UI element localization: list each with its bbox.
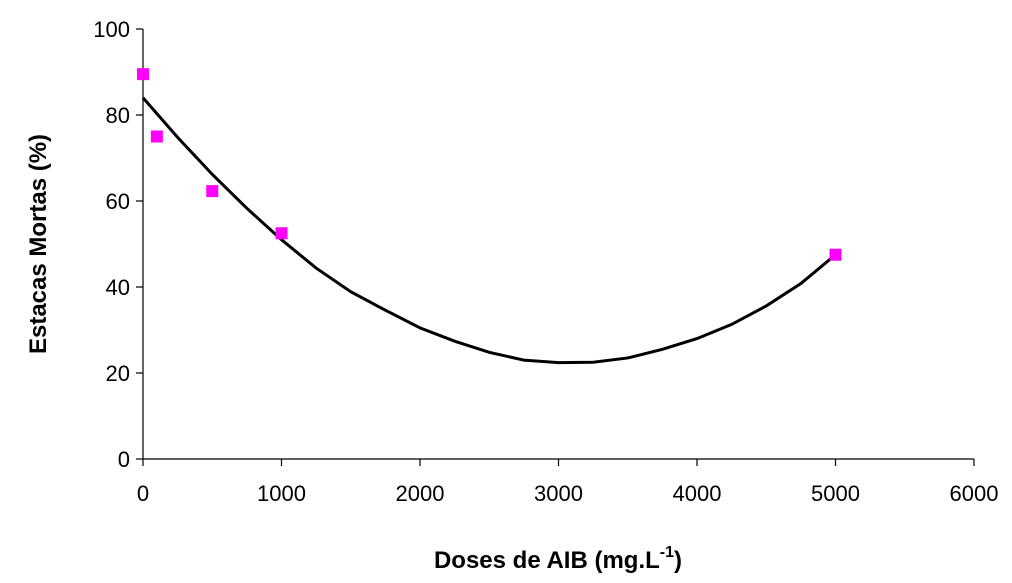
fit-curve-group	[141, 96, 837, 365]
y-tick-label: 20	[106, 361, 130, 386]
x-tick-label: 3000	[534, 481, 583, 506]
x-axis-title-main: Doses de AIB (mg.L	[434, 547, 660, 574]
y-ticks: 0 20 40 60 80 100	[93, 17, 143, 472]
y-tick-label: 80	[106, 103, 130, 128]
y-tick-label: 60	[106, 189, 130, 214]
data-point	[206, 185, 219, 198]
data-points-group	[137, 68, 842, 261]
y-tick-label: 100	[93, 17, 130, 42]
x-tick-label: 5000	[811, 481, 860, 506]
axes	[142, 29, 974, 460]
x-tick-label: 2000	[396, 481, 445, 506]
data-point	[275, 227, 288, 240]
data-point	[150, 130, 163, 143]
x-tick-label: 6000	[950, 481, 999, 506]
x-tick-label: 1000	[257, 481, 306, 506]
y-tick-label: 40	[106, 275, 130, 300]
x-tick-label: 0	[137, 481, 149, 506]
y-tick-label: 0	[118, 447, 130, 472]
x-tick-label: 4000	[673, 481, 722, 506]
x-ticks: 0 1000 2000 3000 4000 5000 6000	[137, 459, 999, 506]
data-point	[829, 248, 842, 261]
x-axis-title-superscript: -1	[660, 544, 674, 561]
x-axis-title-suffix: )	[674, 547, 682, 574]
y-axis-title: Estacas Mortas (%)	[25, 134, 52, 354]
fit-curve	[141, 96, 837, 365]
x-axis-title: Doses de AIB (mg.L-1)	[434, 544, 682, 574]
data-point	[137, 68, 149, 81]
